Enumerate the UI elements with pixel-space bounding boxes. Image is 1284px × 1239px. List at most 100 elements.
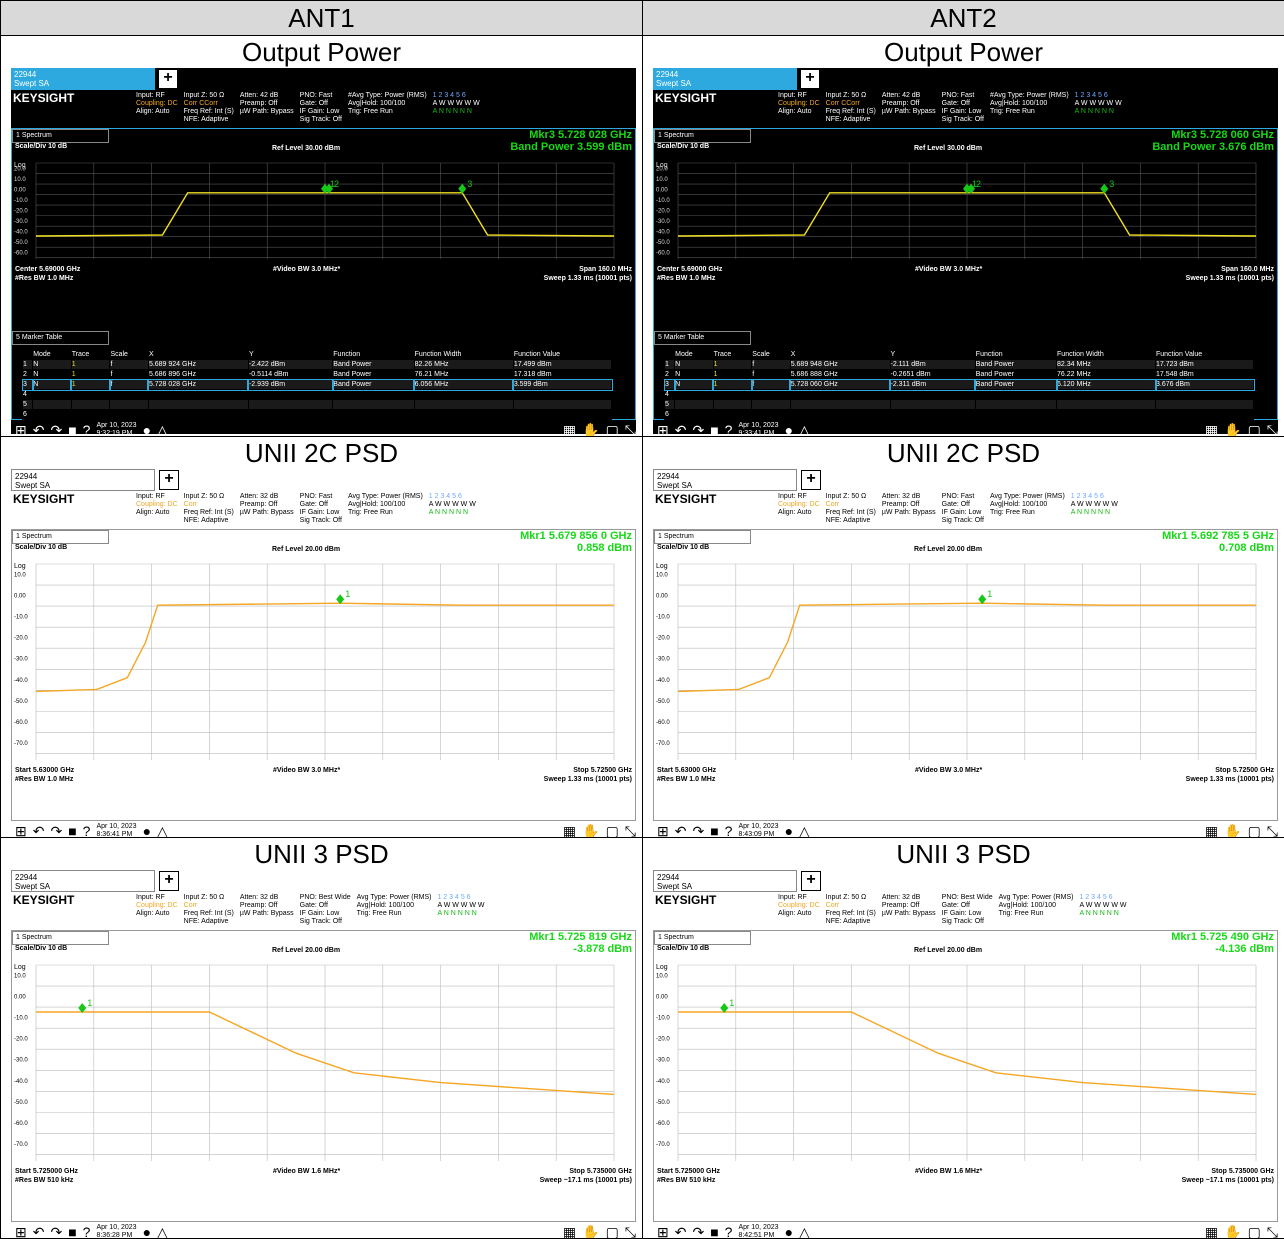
- layout-icon[interactable]: ▢: [606, 1225, 619, 1239]
- warning-icon[interactable]: △: [799, 1225, 810, 1239]
- marker-row[interactable]: 5: [23, 400, 612, 410]
- spectrum-plot[interactable]: Log10.00.00-10.0-20.0-30.0-40.0-50.0-60.…: [12, 961, 616, 1165]
- touch-icon[interactable]: ✋: [1224, 423, 1241, 437]
- keypad-icon[interactable]: ▦: [1205, 1225, 1218, 1239]
- undo-icon[interactable]: ↶: [33, 824, 45, 838]
- redo-icon[interactable]: ↷: [692, 824, 704, 838]
- fullscreen-icon[interactable]: ⤡: [1267, 824, 1278, 838]
- redo-icon[interactable]: ↷: [50, 423, 62, 437]
- add-screen-button[interactable]: +: [159, 70, 177, 88]
- spectrum-plot[interactable]: Log20.010.00.00-10.0-20.0-30.0-40.0-50.0…: [12, 159, 616, 263]
- marker-row[interactable]: 4: [23, 390, 612, 400]
- touch-icon[interactable]: ✋: [582, 1225, 599, 1239]
- marker-row[interactable]: 6: [23, 410, 612, 420]
- undo-icon[interactable]: ↶: [675, 1225, 687, 1239]
- layout-icon[interactable]: ▢: [1248, 824, 1261, 838]
- warning-icon[interactable]: △: [157, 423, 168, 437]
- spectrum-plot[interactable]: Log10.00.00-10.0-20.0-30.0-40.0-50.0-60.…: [12, 560, 616, 764]
- undo-icon[interactable]: ↶: [33, 1225, 45, 1239]
- windows-icon[interactable]: ⊞: [657, 423, 669, 437]
- add-screen-button[interactable]: +: [159, 871, 179, 891]
- fullscreen-icon[interactable]: ⤡: [1267, 423, 1278, 437]
- redo-icon[interactable]: ↷: [692, 1225, 704, 1239]
- layout-icon[interactable]: ▢: [606, 423, 619, 437]
- undo-icon[interactable]: ↶: [675, 824, 687, 838]
- spectrum-plot[interactable]: Log10.00.00-10.0-20.0-30.0-40.0-50.0-60.…: [654, 961, 1258, 1165]
- layout-icon[interactable]: ▢: [606, 824, 619, 838]
- window-select[interactable]: 1 Spectrum: [654, 530, 751, 544]
- message-icon[interactable]: ●: [785, 1225, 793, 1239]
- marker-table-select[interactable]: 5 Marker Table: [12, 331, 109, 345]
- windows-icon[interactable]: ⊞: [15, 423, 27, 437]
- message-icon[interactable]: ●: [143, 824, 151, 838]
- add-screen-button[interactable]: +: [159, 470, 179, 490]
- help-icon[interactable]: ?: [83, 824, 91, 838]
- folder-icon[interactable]: ■: [710, 1225, 718, 1239]
- keypad-icon[interactable]: ▦: [1205, 824, 1218, 838]
- redo-icon[interactable]: ↷: [50, 1225, 62, 1239]
- spectrum-plot[interactable]: Log10.00.00-10.0-20.0-30.0-40.0-50.0-60.…: [654, 560, 1258, 764]
- fullscreen-icon[interactable]: ⤡: [625, 423, 636, 437]
- add-screen-button[interactable]: +: [801, 70, 819, 88]
- help-icon[interactable]: ?: [725, 824, 733, 838]
- redo-icon[interactable]: ↷: [50, 824, 62, 838]
- window-select[interactable]: 1 Spectrum: [654, 931, 751, 945]
- keypad-icon[interactable]: ▦: [563, 1225, 576, 1239]
- undo-icon[interactable]: ↶: [33, 423, 45, 437]
- window-select[interactable]: 1 Spectrum: [12, 129, 109, 143]
- layout-icon[interactable]: ▢: [1248, 1225, 1261, 1239]
- fullscreen-icon[interactable]: ⤡: [1267, 1225, 1278, 1239]
- message-icon[interactable]: ●: [785, 423, 793, 437]
- folder-icon[interactable]: ■: [68, 1225, 76, 1239]
- help-icon[interactable]: ?: [83, 1225, 91, 1239]
- window-select[interactable]: 1 Spectrum: [12, 931, 109, 945]
- keypad-icon[interactable]: ▦: [1205, 423, 1218, 437]
- windows-icon[interactable]: ⊞: [657, 824, 669, 838]
- fullscreen-icon[interactable]: ⤡: [625, 1225, 636, 1239]
- touch-icon[interactable]: ✋: [1224, 1225, 1241, 1239]
- fullscreen-icon[interactable]: ⤡: [625, 824, 636, 838]
- marker-row[interactable]: 5: [665, 400, 1254, 410]
- message-icon[interactable]: ●: [143, 1225, 151, 1239]
- warning-icon[interactable]: △: [157, 824, 168, 838]
- windows-icon[interactable]: ⊞: [15, 824, 27, 838]
- add-screen-button[interactable]: +: [801, 871, 821, 891]
